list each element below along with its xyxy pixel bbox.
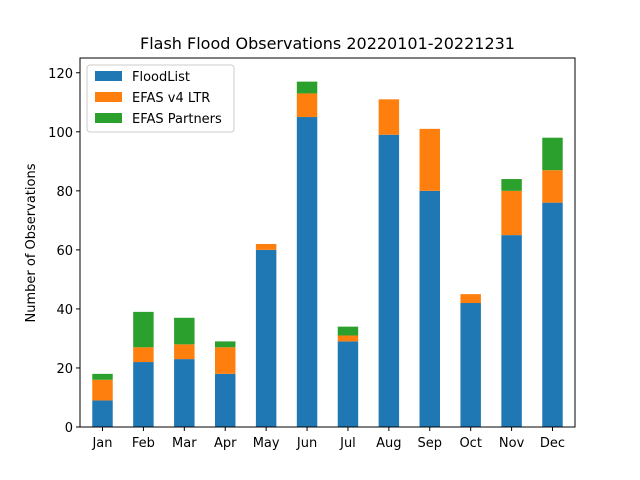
y-tick-label: 100 (48, 126, 73, 141)
x-tick-label: Jul (339, 436, 356, 451)
bar-aug-series-1 (378, 99, 400, 135)
y-tick-label: 0 (65, 421, 73, 436)
bar-oct-series-0 (460, 303, 481, 427)
bar-aug-series-0 (378, 134, 400, 427)
bar-jul-series-1 (337, 335, 359, 342)
x-tick-label: Mar (172, 436, 197, 451)
bar-mar-series-2 (174, 317, 195, 345)
bar-jun-series-0 (296, 117, 318, 427)
bar-jul-series-0 (337, 341, 359, 427)
bar-sep-series-0 (419, 190, 440, 427)
bar-may-series-1 (255, 243, 277, 250)
legend-swatch (95, 71, 122, 81)
y-axis-label: Number of Observations (24, 163, 39, 322)
x-tick-label: Oct (459, 436, 481, 451)
chart-title: Flash Flood Observations 20220101-202212… (140, 34, 515, 53)
bar-apr-series-2 (215, 341, 236, 348)
y-tick-label: 120 (48, 67, 73, 82)
x-tick-label: Dec (540, 436, 565, 451)
y-axis: 0 20 40 60 80 100 120 (48, 67, 80, 436)
bar-jul-series-2 (337, 326, 359, 336)
bar-feb-series-1 (133, 347, 154, 363)
bar-dec-series-0 (542, 202, 563, 427)
y-tick-label: 20 (56, 362, 73, 377)
plot-frame (79, 57, 576, 428)
bar-jun-series-1 (296, 93, 318, 118)
y-tick-label: 80 (56, 185, 73, 200)
bar-mar-series-1 (174, 344, 195, 360)
bar-nov-series-1 (501, 190, 522, 236)
bar-oct-series-1 (460, 294, 481, 304)
bar-apr-series-0 (215, 373, 236, 427)
legend-swatch (95, 113, 122, 123)
x-tick-label: Feb (132, 436, 155, 451)
bar-jun-series-2 (296, 81, 318, 94)
legend-label: EFAS Partners (132, 112, 222, 127)
bar-jan-series-1 (92, 379, 113, 401)
bar-may-series-0 (255, 249, 277, 427)
y-tick-label: 40 (56, 303, 73, 318)
x-axis: Jan Feb Mar Apr May Jun Jul Aug Sep Oct Nov Dec (91, 427, 565, 451)
x-tick-label: Aug (376, 436, 401, 451)
legend: FloodList EFAS v4 LTR EFAS Partners (86, 64, 235, 133)
x-tick-label: Jan (91, 436, 112, 451)
x-tick-label: May (253, 436, 280, 451)
bar-dec-series-2 (542, 137, 563, 171)
legend-swatch (95, 92, 122, 102)
y-tick-label: 60 (56, 244, 73, 259)
bar-feb-series-0 (133, 362, 154, 427)
bars-group (92, 81, 563, 427)
legend-box (86, 64, 235, 133)
bar-nov-series-2 (501, 179, 522, 191)
bar-mar-series-0 (174, 359, 195, 427)
bar-sep-series-1 (419, 128, 440, 191)
x-tick-label: Jun (296, 436, 317, 451)
bar-feb-series-2 (133, 311, 154, 348)
x-tick-label: Apr (214, 436, 237, 451)
bar-apr-series-1 (215, 347, 236, 374)
legend-label: FloodList (132, 70, 190, 85)
bar-jan-series-0 (92, 400, 113, 427)
bar-jan-series-2 (92, 373, 113, 380)
x-tick-label: Nov (499, 436, 525, 451)
bar-dec-series-1 (542, 170, 563, 203)
x-tick-label: Sep (418, 436, 443, 451)
legend-label: EFAS v4 LTR (132, 91, 210, 106)
bar-nov-series-0 (501, 235, 522, 427)
